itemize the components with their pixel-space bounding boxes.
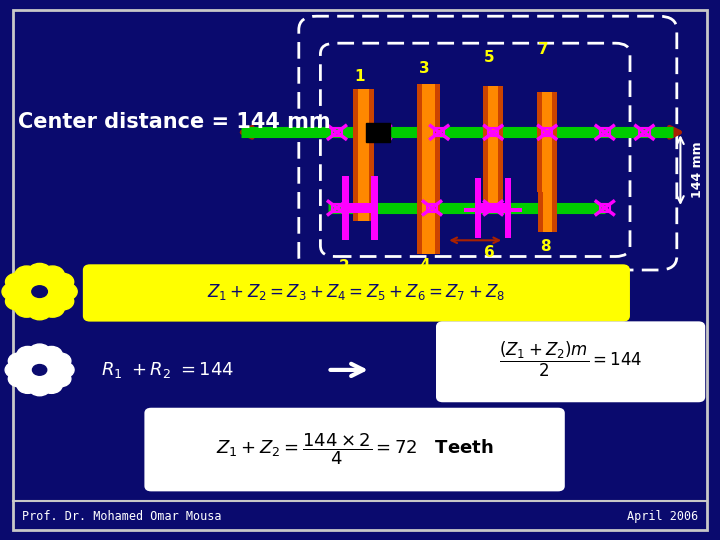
Bar (332, 129, 342, 136)
Bar (422, 84, 435, 254)
Circle shape (22, 279, 57, 305)
Circle shape (41, 377, 62, 393)
Text: $\dfrac{(Z_1 + Z_2)m}{2} = 144$: $\dfrac{(Z_1 + Z_2)m}{2} = 144$ (499, 340, 642, 379)
Text: 7: 7 (539, 42, 549, 57)
Bar (500, 208, 522, 212)
Text: 8: 8 (541, 239, 551, 254)
FancyBboxPatch shape (437, 322, 704, 401)
Circle shape (29, 380, 50, 396)
Bar (538, 184, 557, 232)
Circle shape (9, 353, 30, 369)
Text: 5: 5 (485, 50, 495, 65)
Text: Center distance = 144 mm: Center distance = 144 mm (18, 111, 330, 132)
Circle shape (41, 347, 62, 362)
Circle shape (24, 358, 55, 382)
Bar (342, 202, 378, 213)
Text: Prof. Dr. Mohamed Omar Mousa: Prof. Dr. Mohamed Omar Mousa (22, 510, 221, 523)
Bar (475, 202, 511, 213)
Circle shape (17, 347, 38, 362)
Bar (424, 167, 433, 251)
FancyBboxPatch shape (145, 409, 564, 490)
FancyBboxPatch shape (84, 266, 629, 320)
Circle shape (41, 266, 64, 284)
Bar (353, 89, 374, 221)
Circle shape (15, 300, 38, 317)
Text: $Z_1 + Z_2 = Z_3 + Z_4 = Z_5 + Z_6 = Z_7 + Z_8$: $Z_1 + Z_2 = Z_3 + Z_4 = Z_5 + Z_6 = Z_7… (207, 282, 505, 302)
Text: 1: 1 (355, 69, 365, 84)
Bar (427, 204, 437, 212)
Circle shape (54, 283, 77, 300)
Bar (488, 129, 498, 136)
Text: 4: 4 (420, 258, 430, 273)
Circle shape (32, 286, 48, 298)
Bar (600, 129, 610, 136)
Bar (342, 176, 349, 240)
Circle shape (6, 273, 29, 291)
Circle shape (50, 371, 71, 387)
Bar (358, 89, 369, 221)
Circle shape (50, 273, 73, 291)
Bar (475, 178, 481, 238)
Bar (371, 176, 378, 240)
Text: 6: 6 (485, 245, 495, 260)
Text: $R_1\ +R_2\ =144$: $R_1\ +R_2\ =144$ (101, 360, 234, 380)
Bar (377, 129, 387, 136)
Text: April 2006: April 2006 (627, 510, 698, 523)
Circle shape (53, 362, 74, 378)
Circle shape (9, 371, 30, 387)
Circle shape (50, 293, 73, 310)
Bar (464, 208, 486, 212)
Bar (488, 86, 498, 202)
Text: 2: 2 (339, 259, 349, 274)
Circle shape (5, 362, 27, 378)
Circle shape (6, 293, 29, 310)
Circle shape (32, 364, 47, 375)
Text: 144 mm: 144 mm (691, 142, 704, 198)
Circle shape (29, 344, 50, 360)
Bar (600, 204, 610, 212)
Bar (434, 129, 444, 136)
Bar (542, 129, 552, 136)
Bar (505, 178, 511, 238)
Bar (488, 204, 498, 212)
Bar (483, 86, 503, 202)
Circle shape (28, 302, 51, 320)
Bar (537, 92, 557, 192)
Circle shape (17, 377, 38, 393)
Bar (542, 92, 552, 192)
Bar (543, 184, 552, 232)
Text: 3: 3 (420, 60, 430, 76)
Circle shape (28, 264, 51, 281)
Circle shape (41, 300, 64, 317)
Bar (332, 204, 342, 212)
Circle shape (50, 353, 71, 369)
Bar (366, 123, 390, 142)
Text: $Z_1 + Z_2 = \dfrac{144 \times 2}{4} = 72 \quad \mathbf{Teeth}$: $Z_1 + Z_2 = \dfrac{144 \times 2}{4} = 7… (216, 431, 493, 468)
Circle shape (15, 266, 38, 284)
Bar (419, 167, 438, 251)
Circle shape (2, 283, 25, 300)
Bar (417, 84, 440, 254)
Bar (639, 129, 649, 136)
